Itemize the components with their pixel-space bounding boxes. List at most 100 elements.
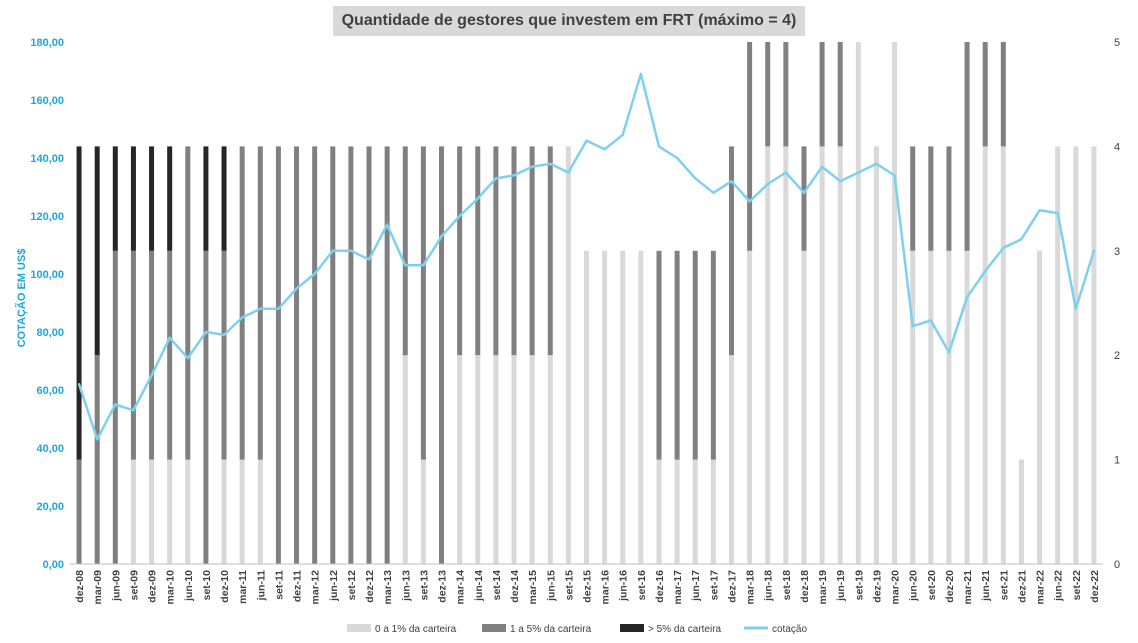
bar-segment	[402, 355, 408, 564]
bar-segment	[656, 459, 662, 564]
x-tick-label: dez-17	[726, 570, 738, 603]
x-tick-label: jun-13	[400, 570, 412, 602]
x-tick-label: jun-14	[473, 570, 485, 602]
bar-segment	[294, 146, 300, 564]
bar-segment	[710, 459, 716, 564]
bar-segment	[1037, 250, 1043, 565]
bar-segment	[149, 250, 155, 460]
y-left-tick-label: 180,00	[30, 37, 64, 49]
cotacao-point	[694, 177, 697, 180]
bar-segment	[1091, 146, 1097, 564]
cotacao-point	[295, 287, 298, 290]
y-left-tick-label: 120,00	[30, 211, 64, 223]
x-tick-label: set-16	[636, 570, 648, 601]
x-tick-label: dez-11	[292, 570, 304, 602]
bar-segment	[257, 459, 263, 564]
x-tick-label: set-14	[491, 570, 503, 601]
y-left-tick-label: 60,00	[36, 385, 64, 397]
x-tick-label: set-19	[853, 570, 865, 601]
bar-segment	[602, 250, 608, 565]
cotacao-point	[458, 214, 461, 218]
chart-title: Quantidade de gestores que investem em F…	[341, 12, 797, 29]
x-tick-label: jun-10	[183, 570, 195, 602]
y-right-tick-label: 5	[1114, 37, 1120, 49]
bar-segment	[203, 146, 209, 251]
chart-title-background	[333, 6, 805, 36]
x-tick-label: jun-22	[1053, 570, 1065, 602]
bar-segment	[928, 250, 934, 565]
cotacao-point	[911, 325, 914, 328]
bar-segment	[348, 146, 354, 564]
bar-segment	[728, 355, 734, 564]
cotacao-point	[331, 249, 334, 252]
x-tick-label: mar-13	[382, 570, 394, 605]
y-right-tick-label: 4	[1114, 141, 1120, 153]
x-tick-label: set-18	[781, 570, 793, 601]
cotacao-point	[259, 307, 262, 310]
cotacao-point	[784, 171, 788, 174]
cotacao-point	[603, 148, 606, 151]
cotacao-point	[1020, 238, 1023, 241]
cotacao-point	[114, 403, 117, 406]
cotacao-point	[748, 200, 751, 203]
cotacao-point	[929, 319, 933, 322]
bar-segment	[475, 146, 481, 356]
bar-segment	[112, 250, 118, 565]
legend-swatch	[482, 624, 506, 632]
bar-segment	[384, 146, 390, 564]
x-tick-label: set-21	[998, 570, 1010, 601]
x-tick-label: dez-14	[509, 570, 521, 603]
x-tick-label: mar-20	[890, 570, 902, 605]
x-tick-label: dez-16	[654, 570, 666, 603]
x-tick-label: dez-22	[1089, 570, 1101, 603]
bar-segment	[656, 250, 662, 460]
x-tick-label: set-09	[128, 570, 140, 601]
x-tick-label: jun-16	[618, 570, 630, 602]
cotacao-point	[385, 223, 389, 226]
bar-segment	[185, 146, 191, 460]
bar-segment	[855, 42, 861, 564]
bar-segment	[1000, 42, 1006, 147]
legend-swatch	[620, 624, 644, 632]
cotacao-point	[875, 162, 878, 165]
bar-segment	[221, 146, 227, 251]
x-tick-label: jun-15	[545, 570, 557, 602]
x-tick-label: dez-12	[364, 570, 376, 603]
x-tick-label: jun-12	[328, 570, 340, 602]
bar-segment	[420, 459, 426, 564]
bar-segment	[801, 250, 807, 565]
bar-segment	[221, 459, 227, 564]
cotacao-point	[476, 197, 479, 200]
x-tick-label: dez-08	[74, 570, 86, 603]
bar-segment	[130, 146, 136, 251]
cotacao-point	[186, 356, 189, 360]
bar-segment	[946, 146, 952, 251]
bar-segment	[674, 459, 680, 564]
bar-segment	[801, 146, 807, 251]
cotacao-point	[1038, 209, 1041, 212]
legend-label: cotação	[772, 624, 807, 635]
x-tick-label: jun-18	[763, 570, 775, 602]
bar-segment	[910, 146, 916, 251]
x-tick-label: set-10	[201, 570, 213, 601]
x-tick-label: set-11	[273, 570, 285, 600]
bar-segment	[910, 250, 916, 565]
bar-segment	[185, 459, 191, 564]
bar-segment	[493, 146, 499, 356]
cotacao-point	[204, 330, 208, 334]
x-tick-label: mar-15	[527, 570, 539, 605]
bar-segment	[1018, 459, 1024, 564]
bar-segment	[439, 146, 445, 564]
y-left-tick-label: 40,00	[36, 443, 64, 455]
x-tick-label: dez-19	[871, 570, 883, 603]
bar-segment	[783, 42, 789, 147]
x-tick-label: jun-11	[255, 570, 267, 602]
bar-segment	[167, 146, 173, 251]
y-left-tick-label: 140,00	[30, 153, 64, 165]
bar-segment	[692, 459, 698, 564]
cotacao-point	[730, 180, 733, 183]
x-tick-label: jun-20	[908, 570, 920, 602]
cotacao-point	[947, 351, 951, 354]
cotacao-point	[984, 269, 987, 273]
bar-segment	[94, 355, 100, 564]
